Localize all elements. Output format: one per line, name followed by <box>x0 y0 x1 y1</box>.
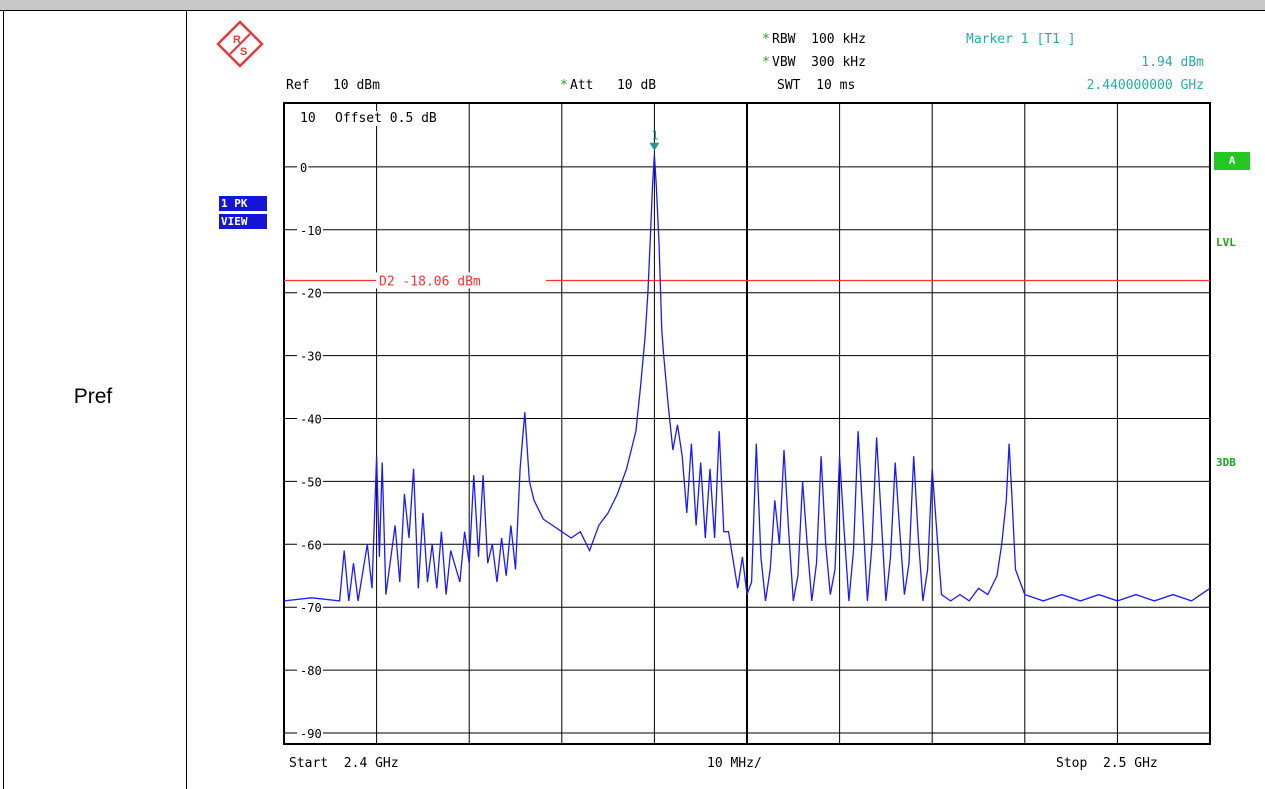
top-level-label: 10 <box>300 111 316 126</box>
table-header-strip <box>0 0 1265 11</box>
y-tick-label: -20 <box>300 287 322 301</box>
y-tick-label-bg <box>297 410 323 426</box>
table-border-divider <box>186 10 187 789</box>
spectrum-trace <box>283 154 1211 602</box>
display-line-label: D2 -18.06 dBm <box>379 274 481 289</box>
frequency-per-division: 10 MHz/ <box>707 756 762 771</box>
y-tick-label-bg <box>297 221 323 237</box>
y-tick-label: -70 <box>300 601 322 615</box>
y-tick-label: 0 <box>300 161 307 175</box>
y-tick-label-bg <box>297 473 323 489</box>
y-tick-label-bg <box>297 347 323 363</box>
offset-bg <box>333 111 439 126</box>
y-tick-label-bg <box>297 284 323 300</box>
sweep-time: SWT 10 ms <box>777 78 856 93</box>
y-tick-label: -60 <box>300 538 322 552</box>
row-label: Pref <box>73 385 113 408</box>
table-border-left <box>3 10 4 789</box>
y-tick-label-bg <box>297 662 323 678</box>
trace-view-badge: VIEW <box>219 214 267 229</box>
y-tick-label: -30 <box>300 350 322 364</box>
y-tick-labels: 0 -10 -20 -30 -40 -50 -60 -70 -80 -90 <box>297 158 323 741</box>
marker-label: 1 <box>651 129 658 143</box>
display-line-label-bg <box>376 272 546 289</box>
marker-1: 1 <box>649 129 660 151</box>
svg-text:R: R <box>233 34 241 46</box>
y-tick-label-bg <box>297 725 323 740</box>
marker-level: 1.94 dBm <box>1141 55 1204 70</box>
ref-level: Ref 10 dBm <box>286 78 380 93</box>
display-line: D2 -18.06 dBm <box>284 272 1210 289</box>
toplevel-bg <box>298 111 318 126</box>
vbw-star: * <box>762 55 770 70</box>
y-tick-label: -80 <box>300 664 322 678</box>
y-tick-label: -40 <box>300 413 322 427</box>
y-tick-label-bg <box>297 158 309 174</box>
attenuation: Att 10 dB <box>570 78 657 93</box>
svg-text:S: S <box>240 46 247 58</box>
3db-indicator: 3DB <box>1216 456 1236 469</box>
y-tick-label-bg <box>297 536 323 552</box>
lvl-indicator: LVL <box>1216 236 1236 249</box>
offset-label: Offset 0.5 dB <box>335 111 437 126</box>
start-frequency: Start 2.4 GHz <box>289 756 399 771</box>
marker-title: Marker 1 [T1 ] <box>966 32 1076 47</box>
trace-a-badge: A <box>1214 152 1250 170</box>
y-tick-label: -90 <box>300 727 322 741</box>
vbw: VBW 300 kHz <box>772 55 866 70</box>
plot-grid <box>283 102 1211 745</box>
att-star: * <box>560 78 568 93</box>
y-tick-label: -50 <box>300 475 322 489</box>
y-tick-label-bg <box>297 599 323 615</box>
rs-logo: R S <box>216 20 264 68</box>
trace-mode-badge: 1 PK <box>219 196 267 211</box>
marker-frequency: 2.440000000 GHz <box>1086 78 1204 93</box>
rbw: RBW 100 kHz <box>772 32 866 47</box>
marker-triangle <box>649 142 660 151</box>
y-tick-label: -10 <box>300 224 322 238</box>
rbw-star: * <box>762 32 770 47</box>
stop-frequency: Stop 2.5 GHz <box>1056 756 1158 771</box>
